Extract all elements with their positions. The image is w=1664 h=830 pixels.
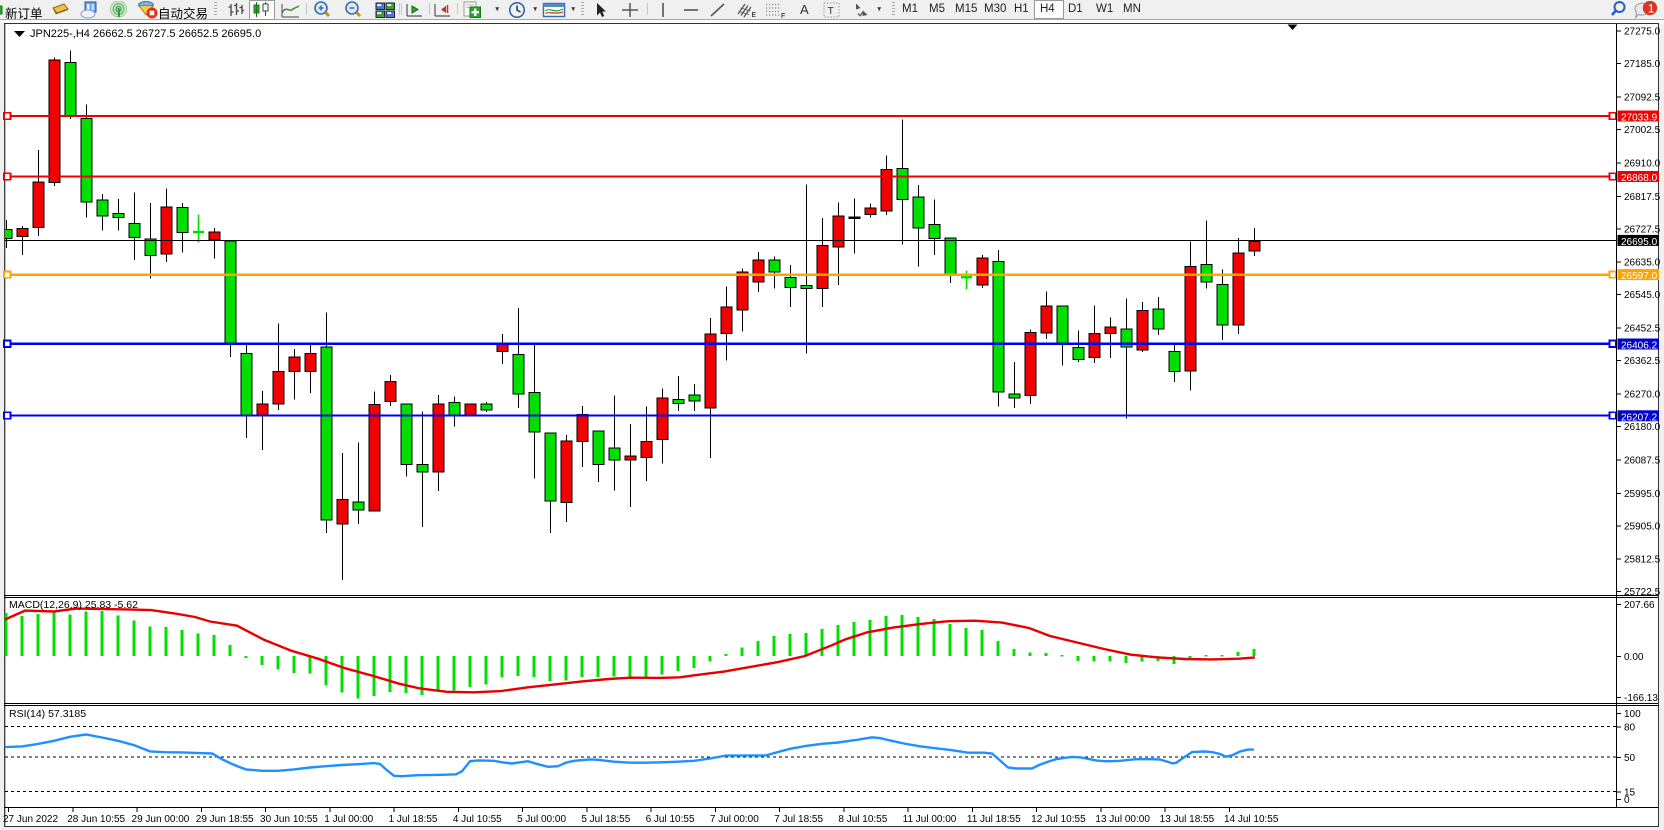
svg-text:1 Jul 18:55: 1 Jul 18:55 bbox=[389, 814, 438, 825]
svg-text:4 Jul 10:55: 4 Jul 10:55 bbox=[453, 814, 502, 825]
svg-text:13 Jul 18:55: 13 Jul 18:55 bbox=[1160, 814, 1215, 825]
svg-text:50: 50 bbox=[1624, 753, 1636, 764]
svg-text:26817.5: 26817.5 bbox=[1624, 192, 1661, 203]
svg-text:11 Jul 00:00: 11 Jul 00:00 bbox=[903, 814, 957, 825]
svg-text:25995.0: 25995.0 bbox=[1624, 489, 1661, 500]
svg-text:26362.5: 26362.5 bbox=[1624, 356, 1661, 367]
svg-text:JPN225-,H4 26662.5 26727.5 26: JPN225-,H4 26662.5 26727.5 26652.5 26695… bbox=[30, 28, 261, 40]
svg-text:26087.5: 26087.5 bbox=[1624, 455, 1661, 466]
svg-text:30 Jun 10:55: 30 Jun 10:55 bbox=[260, 814, 318, 825]
svg-text:29 Jun 00:00: 29 Jun 00:00 bbox=[132, 814, 190, 825]
svg-text:27185.0: 27185.0 bbox=[1624, 59, 1661, 70]
svg-text:26727.5: 26727.5 bbox=[1624, 224, 1661, 235]
svg-text:12 Jul 10:55: 12 Jul 10:55 bbox=[1031, 814, 1086, 825]
svg-text:11 Jul 18:55: 11 Jul 18:55 bbox=[967, 814, 1021, 825]
svg-text:13 Jul 00:00: 13 Jul 00:00 bbox=[1095, 814, 1150, 825]
svg-text:26868.0: 26868.0 bbox=[1621, 173, 1658, 184]
svg-text:14 Jul 10:55: 14 Jul 10:55 bbox=[1224, 814, 1279, 825]
svg-text:26406.2: 26406.2 bbox=[1621, 341, 1658, 352]
svg-text:27275.0: 27275.0 bbox=[1624, 27, 1661, 38]
svg-text:27092.5: 27092.5 bbox=[1624, 93, 1661, 104]
svg-text:27002.5: 27002.5 bbox=[1624, 125, 1661, 136]
svg-text:26545.0: 26545.0 bbox=[1624, 290, 1661, 301]
svg-text:26180.0: 26180.0 bbox=[1624, 422, 1661, 433]
svg-text:7 Jul 18:55: 7 Jul 18:55 bbox=[774, 814, 823, 825]
svg-text:1 Jul 00:00: 1 Jul 00:00 bbox=[324, 814, 373, 825]
svg-text:26452.5: 26452.5 bbox=[1624, 324, 1661, 335]
svg-text:15: 15 bbox=[1624, 788, 1636, 799]
svg-text:25722.5: 25722.5 bbox=[1624, 587, 1661, 598]
svg-text:25812.5: 25812.5 bbox=[1624, 555, 1661, 566]
svg-text:26635.0: 26635.0 bbox=[1624, 258, 1661, 269]
svg-text:8 Jul 10:55: 8 Jul 10:55 bbox=[838, 814, 887, 825]
svg-text:5 Jul 18:55: 5 Jul 18:55 bbox=[581, 814, 630, 825]
svg-text:5 Jul 00:00: 5 Jul 00:00 bbox=[517, 814, 566, 825]
svg-text:26597.0: 26597.0 bbox=[1621, 271, 1658, 282]
svg-text:26695.0: 26695.0 bbox=[1621, 237, 1658, 248]
svg-text:26207.2: 26207.2 bbox=[1621, 412, 1658, 423]
svg-text:27 Jun 2022: 27 Jun 2022 bbox=[3, 814, 58, 825]
svg-text:1: 1 bbox=[1648, 2, 1655, 16]
svg-text:0: 0 bbox=[1624, 795, 1630, 806]
svg-text:7 Jul 00:00: 7 Jul 00:00 bbox=[710, 814, 759, 825]
svg-text:MACD(12,26,9) 25.83 -5.62: MACD(12,26,9) 25.83 -5.62 bbox=[9, 599, 138, 611]
svg-text:100: 100 bbox=[1624, 709, 1641, 720]
svg-text:6 Jul 10:55: 6 Jul 10:55 bbox=[646, 814, 695, 825]
svg-text:80: 80 bbox=[1624, 723, 1636, 734]
svg-text:27033.9: 27033.9 bbox=[1621, 113, 1658, 124]
svg-text:207.66: 207.66 bbox=[1624, 600, 1655, 611]
svg-text:26270.0: 26270.0 bbox=[1624, 390, 1661, 401]
svg-text:T: T bbox=[828, 5, 835, 17]
svg-text:29 Jun 18:55: 29 Jun 18:55 bbox=[196, 814, 254, 825]
svg-text:E: E bbox=[752, 12, 757, 19]
svg-text:F: F bbox=[781, 13, 785, 19]
svg-text:25905.0: 25905.0 bbox=[1624, 521, 1661, 532]
svg-text:0.00: 0.00 bbox=[1624, 652, 1644, 663]
svg-text:26910.0: 26910.0 bbox=[1624, 158, 1661, 169]
svg-text:RSI(14) 57.3185: RSI(14) 57.3185 bbox=[9, 708, 86, 720]
svg-text:28 Jun 10:55: 28 Jun 10:55 bbox=[67, 814, 125, 825]
svg-text:-166.13: -166.13 bbox=[1624, 693, 1658, 704]
